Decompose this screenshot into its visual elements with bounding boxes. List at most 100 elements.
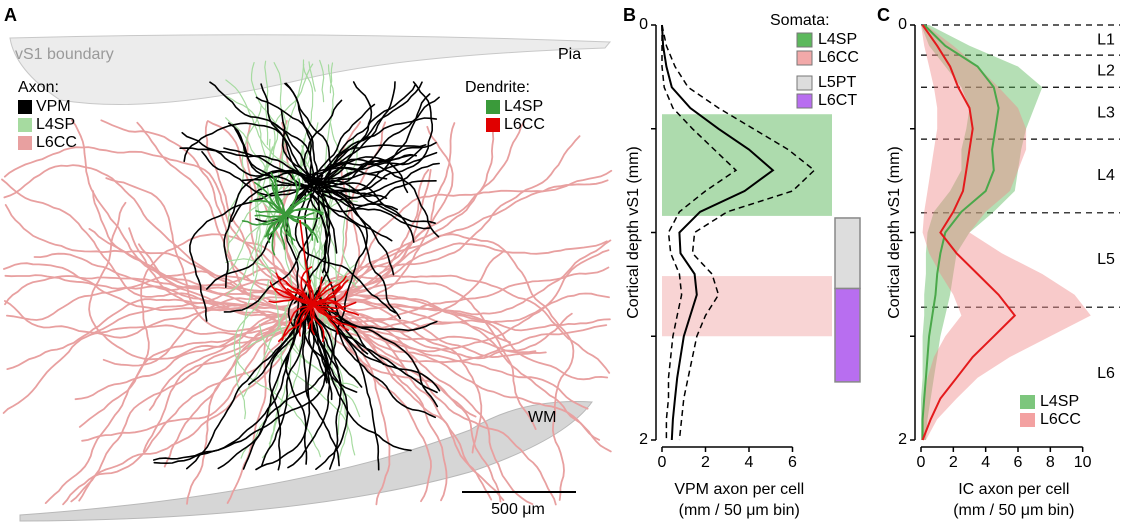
neurite [92,190,320,302]
neurons [1,59,613,506]
layer-label: L1 [1097,31,1115,48]
neurite [285,282,313,306]
neurite [181,131,311,187]
panel-letter: C [877,5,890,25]
x-tick-label: 0 [658,454,667,471]
neurite [241,214,286,226]
neurite [302,302,349,470]
neurite [300,301,412,452]
neurite [284,214,293,240]
neurite [315,311,432,503]
neurite [281,63,305,176]
wm-label: WM [528,409,556,426]
legend-label: L4SP [818,31,857,48]
legend-label: L6CC [36,134,77,151]
legend-label: L6CC [504,116,545,133]
legend-label: L5PT [818,74,856,91]
legend-label: L4SP [504,98,543,115]
neurite [88,313,316,339]
neurite [311,301,360,316]
soma-band [662,114,832,216]
sd-band [921,25,1043,440]
x-axis-label: IC axon per cell [958,481,1069,498]
profile-line [661,25,738,440]
neurite [273,62,289,139]
neurite [278,304,313,342]
neurite [309,120,495,320]
x-tick-label: 0 [917,454,926,471]
neurite [319,177,437,207]
neurite [312,103,376,178]
legend-swatch [486,118,500,132]
neurite [6,298,319,370]
legend-swatch [1020,395,1035,409]
x-tick-label: 6 [788,454,797,471]
neurite [323,146,424,187]
legend-swatch [18,136,32,150]
neurite [3,146,322,310]
legend-swatch [18,118,32,132]
layer-label: L4 [1097,167,1115,184]
legend-label: VPM [36,98,71,115]
legend-title: Dendrite: [465,79,530,96]
neurite [308,280,537,430]
profile-line [661,24,775,441]
neurite [302,240,608,298]
neurite [318,292,610,324]
legend-swatch [796,50,813,66]
legend-swatch [18,100,32,114]
neurite [2,278,330,414]
neurite [284,82,332,182]
neurite [318,317,601,441]
neurite [298,304,313,337]
neurite [299,219,313,306]
neurite [223,169,320,288]
neurite [271,214,286,256]
neurite [186,298,305,470]
neurite [322,83,417,184]
neurite [153,292,328,461]
boundary-label: vS1 boundary [15,46,114,63]
neurite [318,239,612,316]
panel-letter: B [623,5,636,25]
neurite [270,172,286,216]
neurite [254,214,286,218]
neurite [329,62,334,94]
neurite [264,60,269,146]
profile-line [921,24,1017,441]
legend-label: L4SP [1040,393,1079,410]
neurite [284,214,321,220]
neurite [307,304,315,330]
neurite [317,182,393,242]
neurite [323,81,433,193]
neurite [310,304,325,343]
neurite [234,127,308,189]
neurite [70,316,309,503]
layer-label: L3 [1097,104,1115,121]
neurite [3,164,327,302]
y-tick-label: 2 [898,431,907,448]
neurite [217,308,334,470]
neurite [234,185,272,420]
neurite [301,298,483,454]
legend-swatch [486,100,500,114]
neurite [312,156,409,194]
neurite [249,199,286,216]
x-tick-label: 2 [949,454,958,471]
neurite [280,214,286,250]
neurite [100,119,305,316]
x-tick-label: 6 [1014,454,1023,471]
neurite [308,61,316,92]
neurite [300,266,313,306]
neurite [233,279,321,458]
neurite [209,81,309,178]
x-tick-label: 4 [981,454,990,471]
legend-swatch [796,32,813,48]
x-axis-label: (mm / 50 μm bin) [679,502,800,519]
legend-swatch [796,93,813,109]
neurite [223,178,321,313]
soma-band [662,276,832,337]
neurite [3,262,328,312]
soma-column [834,287,861,383]
neurite [284,208,324,216]
